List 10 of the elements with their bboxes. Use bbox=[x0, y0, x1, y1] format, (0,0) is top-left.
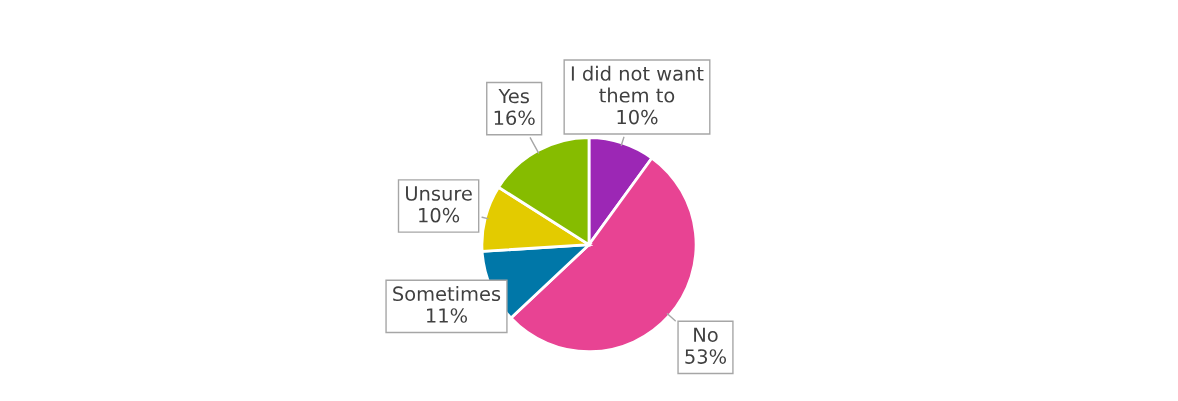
slice-label: No bbox=[694, 327, 718, 343]
slice-label: Sometimes bbox=[393, 286, 501, 302]
data-label: 10% bbox=[419, 207, 460, 223]
slice-label: Yes bbox=[498, 88, 529, 104]
data-label: 53% bbox=[685, 349, 727, 364]
slice-label: Unsure bbox=[406, 186, 472, 201]
data-label: 16% bbox=[494, 110, 535, 126]
data-label: 10% bbox=[617, 109, 658, 125]
data-label: 11% bbox=[427, 308, 468, 323]
slice-label: I did not want them to bbox=[571, 65, 704, 103]
